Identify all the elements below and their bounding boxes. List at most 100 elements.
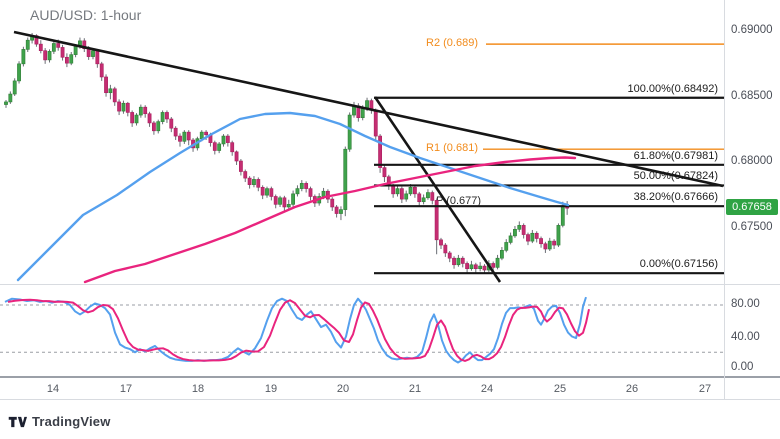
candle-up: [8, 93, 13, 103]
candle-up: [560, 206, 565, 226]
pivot-lines: [483, 43, 724, 150]
time-axis-label: 18: [191, 383, 205, 395]
fib-level-label: 38.20%(0.67666): [633, 191, 718, 204]
candle-up: [426, 192, 430, 199]
candle-up: [217, 143, 222, 151]
candle-down: [95, 50, 100, 65]
candle-down: [373, 109, 378, 137]
candle-down: [239, 160, 243, 172]
candle-up: [91, 50, 95, 57]
candle-down: [382, 167, 387, 178]
candle-up: [347, 114, 352, 150]
candle-up: [182, 131, 187, 142]
ma-pink-line: [83, 156, 577, 284]
candle-down: [43, 50, 48, 61]
candle-down: [543, 243, 548, 250]
candle-down: [417, 193, 422, 203]
candle-up: [478, 265, 483, 270]
indicator-axis-label: 40.00: [731, 331, 760, 343]
long-descending-trendline[interactable]: [13, 30, 724, 188]
fib-level-label: 100.00%(0.68492): [627, 82, 718, 95]
candle-down: [212, 142, 217, 151]
candlestick-series: [4, 32, 570, 274]
candle-up: [73, 45, 78, 55]
candle-down: [260, 186, 265, 196]
fib-level-label: 61.80%(0.67981): [633, 149, 718, 162]
price-axis-label: 0.68000: [731, 155, 773, 167]
fib-retracement-lines[interactable]: [374, 96, 724, 275]
candle-up: [499, 250, 504, 259]
candle-up: [12, 80, 17, 95]
tradingview-logo[interactable]: TradingView: [8, 414, 111, 429]
candle-up: [252, 179, 256, 185]
candle-down: [117, 101, 122, 112]
candle-down: [247, 177, 252, 185]
candle-down: [539, 238, 543, 245]
candle-up: [17, 63, 21, 82]
price-axis-label: 0.67500: [731, 221, 773, 233]
trendlines[interactable]: [13, 30, 724, 283]
candle-down: [230, 142, 235, 153]
candle-up: [517, 225, 522, 230]
candle-up: [221, 135, 226, 145]
candle-up: [108, 88, 113, 94]
candle-up: [321, 190, 326, 197]
candle-down: [38, 43, 43, 51]
last-price-value: 0.67658: [732, 201, 772, 213]
candle-up: [156, 121, 161, 132]
tradingview-logo-icon: [8, 416, 27, 427]
candle-up: [278, 197, 282, 205]
candle-up: [25, 39, 30, 50]
candle-down: [534, 232, 539, 239]
candle-down: [82, 40, 87, 50]
candle-down: [243, 171, 248, 179]
pivot-label-r1: R1 (0.681): [426, 142, 478, 155]
candle-down: [143, 106, 148, 115]
candle-down: [460, 257, 465, 264]
ma-blue-line: [16, 111, 570, 282]
candle-up: [513, 229, 517, 237]
time-axis-label: 19: [264, 383, 278, 395]
candle-down: [465, 263, 470, 270]
pivot-label-r2: R2 (0.689): [426, 37, 478, 50]
candle-up: [547, 240, 552, 250]
candle-down: [130, 112, 135, 124]
candle-up: [199, 131, 204, 139]
candle-down: [482, 265, 487, 271]
candle-down: [104, 76, 108, 94]
candle-up: [291, 193, 296, 205]
candle-down: [147, 113, 152, 124]
panel-separators: [0, 0, 780, 400]
candle-down: [165, 112, 169, 120]
candle-down: [447, 252, 452, 259]
time-axis-label: 25: [553, 383, 567, 395]
time-axis-label: 26: [625, 383, 639, 395]
candle-down: [173, 127, 178, 137]
candle-down: [412, 186, 417, 195]
time-axis-label: 27: [698, 383, 712, 395]
time-axis-label: 17: [119, 383, 133, 395]
candle-down: [443, 244, 448, 254]
fib-level-label: 0.00%(0.67156): [639, 258, 718, 271]
time-axis-label: 14: [46, 383, 60, 395]
indicator-axis-label: 80.00: [731, 298, 760, 310]
candle-down: [169, 118, 174, 129]
candle-down: [378, 135, 383, 168]
candle-down: [330, 198, 335, 208]
candle-up: [265, 188, 269, 196]
candle-down: [434, 200, 439, 241]
candle-up: [295, 188, 300, 195]
candle-up: [21, 49, 26, 65]
candle-down: [234, 151, 239, 162]
price-axis-label: 0.68500: [731, 90, 773, 102]
stoch-d: [7, 298, 590, 362]
candle-up: [286, 204, 291, 208]
candle-down: [60, 47, 65, 58]
candle-up: [495, 257, 500, 268]
candle-down: [186, 131, 191, 141]
candle-down: [152, 122, 156, 132]
time-axis-label: 24: [480, 383, 494, 395]
steep-descending-trendline[interactable]: [373, 96, 502, 283]
